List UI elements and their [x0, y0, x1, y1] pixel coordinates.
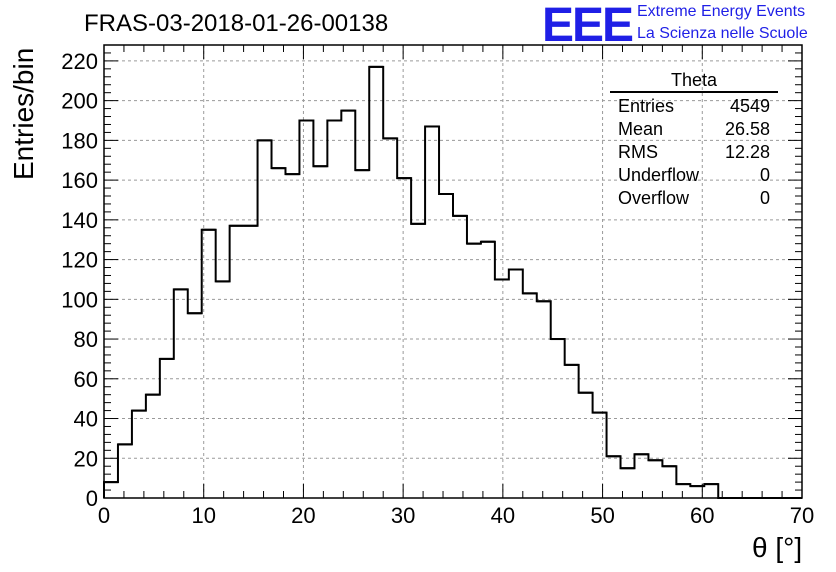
histogram-outline — [103, 65, 802, 499]
stats-box: Theta Entries 4549 Mean 26.58 RMS 12.28 … — [610, 70, 778, 210]
stats-label: Underflow — [618, 165, 700, 185]
stats-value: 0 — [759, 165, 770, 185]
y-tick-label: 60 — [74, 367, 98, 392]
y-tick-label: 100 — [61, 287, 98, 312]
stats-value: 26.58 — [724, 119, 770, 139]
stats-row-underflow: Underflow 0 — [610, 164, 778, 187]
x-tick-label: 70 — [790, 503, 814, 528]
y-tick-label: 0 — [86, 486, 98, 511]
x-tick-label: 40 — [491, 503, 515, 528]
eee-logo: EEE — [542, 0, 634, 52]
stats-label: Entries — [618, 96, 675, 116]
y-axis-label: Entries/bin — [8, 47, 39, 180]
x-tick-label: 20 — [291, 503, 315, 528]
stats-value: 12.28 — [724, 142, 770, 162]
y-tick-label: 140 — [61, 208, 98, 233]
stats-row-entries: Entries 4549 — [610, 95, 778, 118]
y-tick-label: 220 — [61, 49, 98, 74]
plot-frame — [103, 44, 803, 499]
stats-label: Mean — [618, 119, 664, 139]
x-tick-label: 30 — [391, 503, 415, 528]
x-tick-label: 50 — [590, 503, 614, 528]
logo-text-line1: Extreme Energy Events — [637, 3, 806, 20]
y-tick-label: 40 — [74, 407, 98, 432]
stats-label: Overflow — [618, 188, 690, 208]
y-tick-label: 200 — [61, 89, 98, 114]
stats-row-overflow: Overflow 0 — [610, 187, 778, 210]
stats-label: RMS — [618, 142, 658, 162]
x-tick-label: 10 — [191, 503, 215, 528]
y-tick-label: 20 — [74, 446, 98, 471]
x-tick-label: 60 — [690, 503, 714, 528]
y-tick-label: 160 — [61, 168, 98, 193]
stats-title: Theta — [610, 70, 778, 93]
stats-row-mean: Mean 26.58 — [610, 118, 778, 141]
y-tick-label: 180 — [61, 128, 98, 153]
x-axis-label: θ [°] — [752, 532, 803, 563]
logo-text-line2: La Scienza nelle Scuole — [637, 25, 808, 42]
y-tick-label: 120 — [61, 248, 98, 273]
chart-title: FRAS-03-2018-01-26-00138 — [84, 10, 389, 37]
y-tick-label: 80 — [74, 327, 98, 352]
stats-value: 0 — [759, 188, 770, 208]
stats-row-rms: RMS 12.28 — [610, 141, 778, 164]
stats-value: 4549 — [729, 96, 770, 116]
x-tick-label: 0 — [98, 503, 110, 528]
